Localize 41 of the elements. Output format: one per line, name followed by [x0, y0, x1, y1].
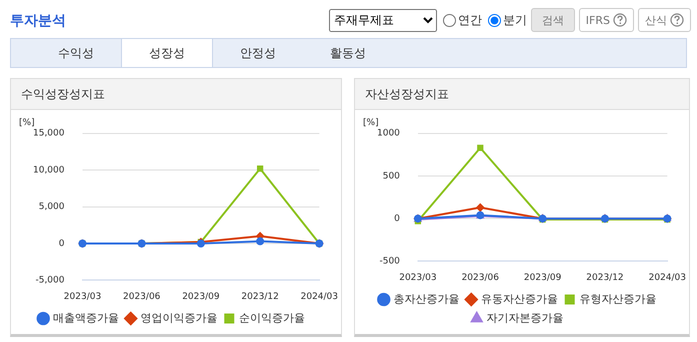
chart-title: 자산성장성지표 [355, 79, 689, 110]
chart-title: 수익성장성지표 [11, 79, 341, 110]
x-tick-label: 2023/06 [123, 292, 161, 302]
x-tick-label: 2024/03 [648, 272, 686, 283]
y-tick-label: 5,000 [38, 202, 65, 212]
x-tick-label: 2023/06 [462, 272, 500, 283]
text: 수익성 [57, 45, 95, 62]
text: IFRS [578, 8, 634, 32]
x-tick-label: 2023/09 [182, 292, 220, 302]
legend-label: 총자산증가율 [393, 292, 460, 306]
x-tick-label: 2023/03 [64, 292, 102, 302]
y-tick-label: 15,000 [32, 128, 65, 139]
text: 검색 [530, 8, 575, 32]
y-tick-label: 500 [382, 171, 400, 182]
x-tick-label: 2024/03 [300, 292, 338, 302]
legend-label: 유형자산증가율 [579, 292, 656, 306]
text: 성장성 [121, 39, 213, 67]
legend-label: 매출액증가율 [52, 311, 119, 324]
y-tick-label: -5,000 [35, 276, 65, 286]
x-tick-label: 2023/09 [524, 272, 562, 283]
text: 주재무제표 [328, 8, 437, 32]
text: 산식 [638, 8, 691, 32]
y-tick-label: 1000 [377, 128, 400, 139]
legend-label: 순이익증가율 [238, 311, 305, 324]
text: 분기 [502, 12, 527, 28]
text: 활동성 [329, 45, 367, 62]
y-tick-label: 10,000 [32, 165, 65, 176]
x-tick-label: 2023/12 [586, 272, 624, 283]
text: 투자분석 [10, 12, 66, 30]
y-tick-label: 0 [394, 214, 400, 224]
y-axis-title: [%] [19, 118, 35, 128]
legend-label: 자기자본증가율 [486, 311, 564, 324]
x-tick-label: 2023/03 [399, 272, 437, 283]
y-tick-label: 0 [58, 238, 65, 249]
legend-label: 유동자산증가율 [480, 292, 558, 306]
x-tick-label: 2023/12 [241, 292, 279, 302]
text: 연간 [456, 12, 482, 28]
y-tick-label: -500 [379, 256, 400, 267]
y-axis-title: [%] [363, 118, 379, 128]
legend-label: 영업이익증가율 [140, 311, 218, 324]
text: 안정성 [239, 45, 277, 62]
